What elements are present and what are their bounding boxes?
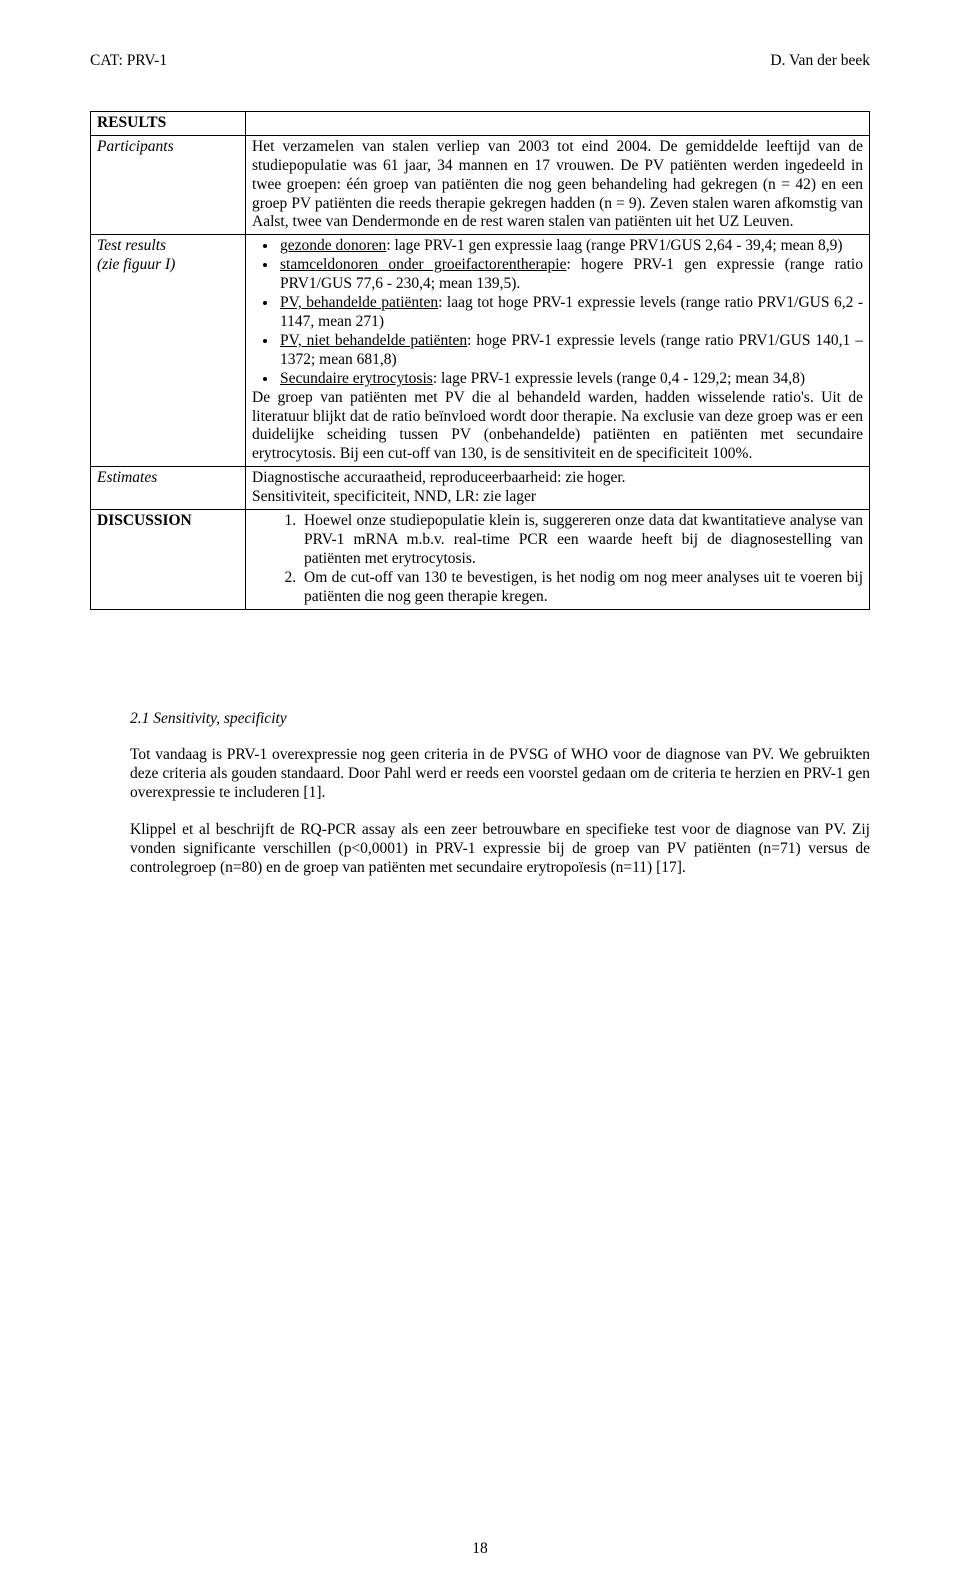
section-paragraph-2: Klippel et al beschrijft de RQ-PCR assay… <box>130 821 870 878</box>
header-right: D. Van der beek <box>770 52 870 71</box>
row-label: Test results(zie figuur I) <box>91 235 246 467</box>
results-table-body: RESULTSParticipantsHet verzamelen van st… <box>91 111 870 609</box>
results-table: RESULTSParticipantsHet verzamelen van st… <box>90 111 870 610</box>
table-row: EstimatesDiagnostische accuraatheid, rep… <box>91 467 870 510</box>
row-label: Participants <box>91 135 246 235</box>
row-content: Diagnostische accuraatheid, reproduceerb… <box>246 467 870 510</box>
table-row: RESULTS <box>91 111 870 135</box>
row-content: Hoewel onze studiepopulatie klein is, su… <box>246 510 870 610</box>
table-row: ParticipantsHet verzamelen van stalen ve… <box>91 135 870 235</box>
table-row: DISCUSSIONHoewel onze studiepopulatie kl… <box>91 510 870 610</box>
row-label: RESULTS <box>91 111 246 135</box>
section-title: 2.1 Sensitivity, specificity <box>130 710 870 729</box>
page: CAT: PRV-1 D. Van der beek RESULTSPartic… <box>0 0 960 1593</box>
row-label: DISCUSSION <box>91 510 246 610</box>
row-content: Het verzamelen van stalen verliep van 20… <box>246 135 870 235</box>
table-row: Test results(zie figuur I)gezonde donore… <box>91 235 870 467</box>
section-paragraph-1: Tot vandaag is PRV-1 overexpressie nog g… <box>130 746 870 803</box>
row-content: gezonde donoren: lage PRV-1 gen expressi… <box>246 235 870 467</box>
row-content <box>246 111 870 135</box>
header-left: CAT: PRV-1 <box>90 52 167 71</box>
page-header: CAT: PRV-1 D. Van der beek <box>90 52 870 71</box>
row-label: Estimates <box>91 467 246 510</box>
page-number: 18 <box>0 1540 960 1559</box>
